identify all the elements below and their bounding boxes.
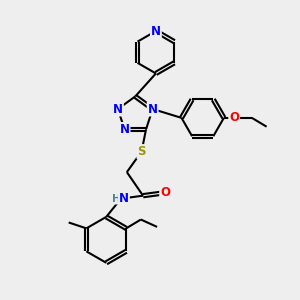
Text: H: H xyxy=(112,194,121,204)
Text: O: O xyxy=(160,186,170,199)
Text: N: N xyxy=(113,103,123,116)
Text: N: N xyxy=(148,103,158,116)
Text: S: S xyxy=(137,145,146,158)
Text: O: O xyxy=(229,111,239,124)
Text: N: N xyxy=(119,192,129,205)
Text: N: N xyxy=(119,123,130,136)
Text: N: N xyxy=(151,25,161,38)
